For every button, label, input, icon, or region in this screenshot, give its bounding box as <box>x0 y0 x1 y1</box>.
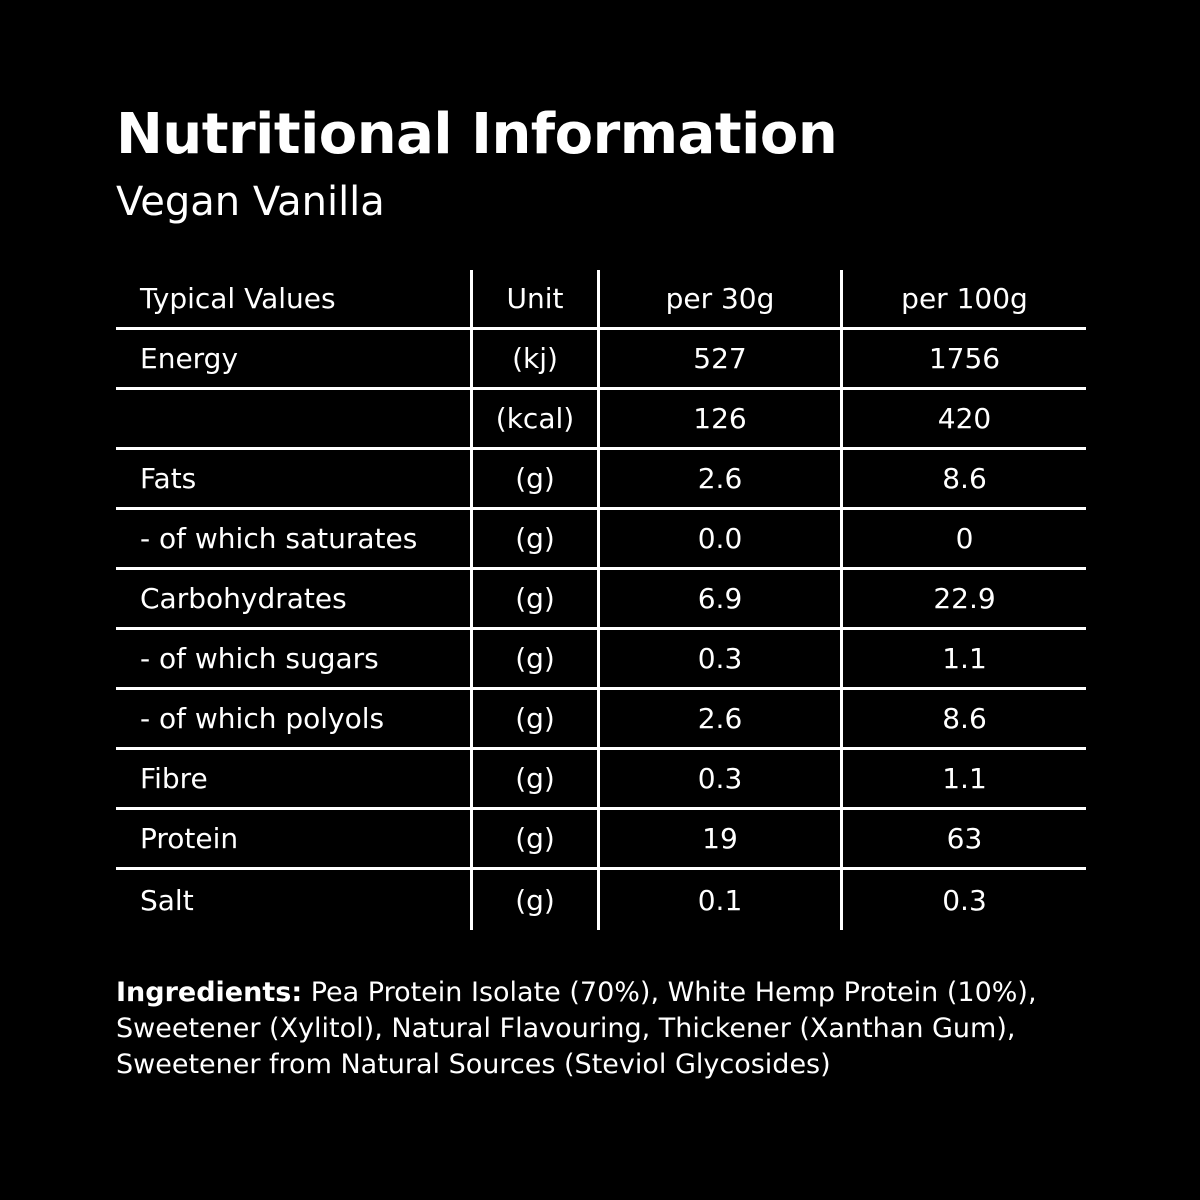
nutrient-unit: (g) <box>473 750 600 807</box>
table-header-row: Typical Values Unit per 30g per 100g <box>116 270 1086 330</box>
nutrient-per-100g: 1756 <box>928 342 1001 375</box>
nutrient-per-100g: 0.3 <box>942 883 987 917</box>
table-row: - of which sugars (g) 0.3 1.1 <box>116 630 1086 690</box>
table-row: Salt (g) 0.1 0.3 <box>116 870 1086 930</box>
table-row: Fats (g) 2.6 8.6 <box>116 450 1086 510</box>
nutrient-per-100g: 0 <box>955 522 974 555</box>
table-row: Fibre (g) 0.3 1.1 <box>116 750 1086 810</box>
header-unit: Unit <box>473 270 600 327</box>
nutrient-name: Energy <box>116 330 473 387</box>
table-row: - of which saturates (g) 0.0 0 <box>116 510 1086 570</box>
table-row: Carbohydrates (g) 6.9 22.9 <box>116 570 1086 630</box>
nutrient-per-30g: 2.6 <box>600 450 843 507</box>
nutrient-unit: (g) <box>473 630 600 687</box>
nutrient-name: - of which polyols <box>116 690 473 747</box>
nutrient-per-100g: 63 <box>946 822 983 855</box>
product-subtitle: Vegan Vanilla <box>116 179 385 225</box>
nutrient-name: Fibre <box>116 750 473 807</box>
nutrient-per-100g: 420 <box>937 402 992 435</box>
nutrient-name: - of which saturates <box>116 510 473 567</box>
nutrient-per-30g: 0.1 <box>600 870 843 930</box>
nutrient-per-30g: 6.9 <box>600 570 843 627</box>
nutrient-name: Fats <box>116 450 473 507</box>
nutrient-per-100g: 1.1 <box>942 642 987 675</box>
table-row: Energy (kj) 527 1756 <box>116 330 1086 390</box>
nutrient-name: Carbohydrates <box>116 570 473 627</box>
nutrient-per-100g: 8.6 <box>942 702 987 735</box>
nutrient-name: Protein <box>116 810 473 867</box>
nutrient-per-100g: 22.9 <box>933 582 996 615</box>
page-title: Nutritional Information <box>116 102 838 167</box>
ingredients-text: Ingredients: Pea Protein Isolate (70%), … <box>116 975 1076 1083</box>
nutrient-unit: (g) <box>473 510 600 567</box>
header-per-100g: per 100g <box>901 282 1028 315</box>
nutrient-per-30g: 0.0 <box>600 510 843 567</box>
table-row: - of which polyols (g) 2.6 8.6 <box>116 690 1086 750</box>
nutrient-per-30g: 2.6 <box>600 690 843 747</box>
nutrient-per-100g: 1.1 <box>942 762 987 795</box>
nutrient-unit: (g) <box>473 870 600 930</box>
nutrient-unit: (g) <box>473 690 600 747</box>
nutrient-name <box>116 390 473 447</box>
nutrient-per-30g: 126 <box>600 390 843 447</box>
header-typical-values: Typical Values <box>116 270 473 327</box>
nutrient-per-30g: 19 <box>600 810 843 867</box>
table-row: (kcal) 126 420 <box>116 390 1086 450</box>
ingredients-list: Pea Protein Isolate (70%), White Hemp Pr… <box>116 977 1037 1080</box>
nutrient-unit: (g) <box>473 450 600 507</box>
nutrient-name: Salt <box>116 870 473 930</box>
nutrient-unit: (g) <box>473 570 600 627</box>
nutrient-unit: (g) <box>473 810 600 867</box>
nutrient-per-30g: 527 <box>600 330 843 387</box>
nutrient-per-30g: 0.3 <box>600 630 843 687</box>
table-row: Protein (g) 19 63 <box>116 810 1086 870</box>
ingredients-label: Ingredients: <box>116 977 303 1008</box>
nutrition-table: Typical Values Unit per 30g per 100g Ene… <box>116 270 1086 930</box>
nutrient-unit: (kj) <box>473 330 600 387</box>
header-per-30g: per 30g <box>600 270 843 327</box>
nutrient-per-30g: 0.3 <box>600 750 843 807</box>
nutrient-name: - of which sugars <box>116 630 473 687</box>
nutrient-unit: (kcal) <box>473 390 600 447</box>
nutrient-per-100g: 8.6 <box>942 462 987 495</box>
